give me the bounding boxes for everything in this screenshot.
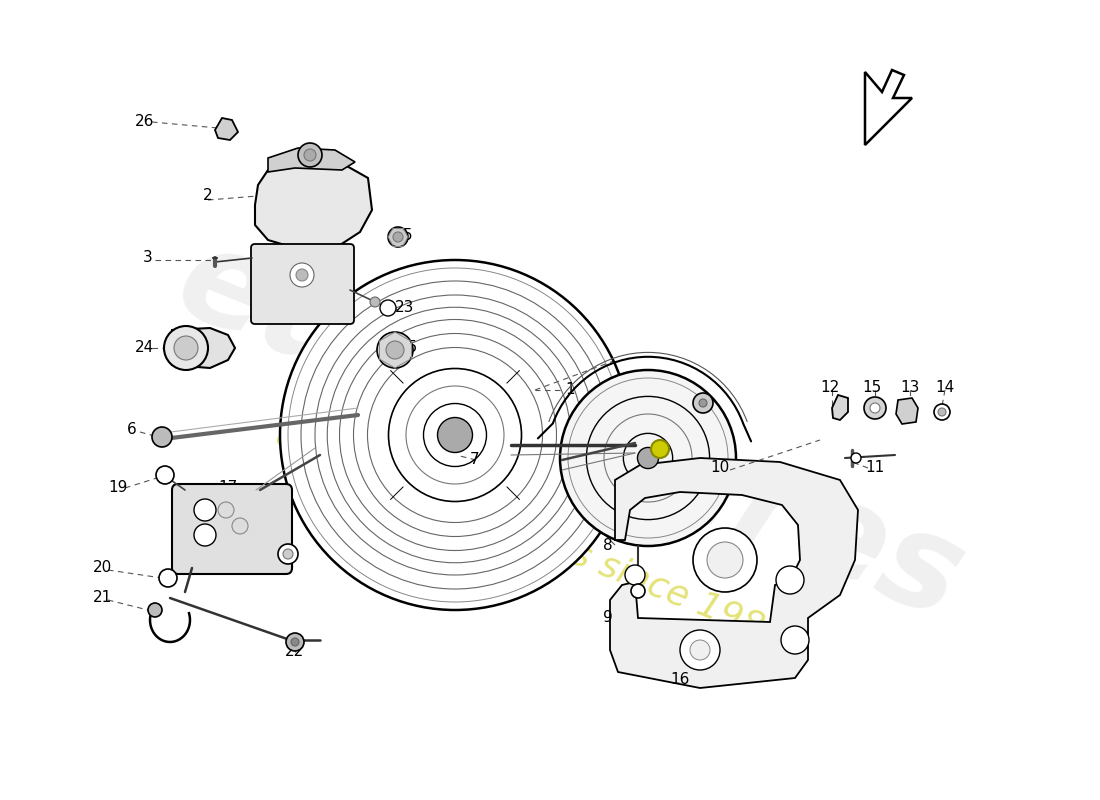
Polygon shape — [896, 398, 918, 424]
Circle shape — [292, 638, 299, 646]
Circle shape — [934, 404, 950, 420]
Text: 23: 23 — [395, 301, 415, 315]
Circle shape — [377, 332, 412, 368]
Circle shape — [194, 524, 216, 546]
Circle shape — [693, 528, 757, 592]
Circle shape — [781, 626, 808, 654]
Circle shape — [286, 633, 304, 651]
Circle shape — [631, 584, 645, 598]
Text: 19: 19 — [108, 481, 128, 495]
Circle shape — [693, 393, 713, 413]
Circle shape — [698, 399, 707, 407]
Text: 1: 1 — [565, 382, 575, 398]
Circle shape — [690, 640, 710, 660]
Circle shape — [278, 544, 298, 564]
Circle shape — [851, 453, 861, 463]
Text: 2: 2 — [204, 187, 212, 202]
Circle shape — [194, 499, 216, 521]
Circle shape — [298, 143, 322, 167]
Text: a passion for parts since 1985: a passion for parts since 1985 — [271, 417, 790, 653]
Text: 16: 16 — [670, 673, 690, 687]
Polygon shape — [214, 118, 238, 140]
Circle shape — [386, 341, 404, 359]
Text: 12: 12 — [821, 381, 839, 395]
Circle shape — [296, 269, 308, 281]
Circle shape — [218, 502, 234, 518]
Text: 8: 8 — [603, 538, 613, 553]
Text: 20: 20 — [92, 561, 111, 575]
Circle shape — [280, 260, 630, 610]
Circle shape — [152, 427, 172, 447]
Text: 21: 21 — [92, 590, 111, 606]
Circle shape — [379, 300, 396, 316]
Circle shape — [304, 149, 316, 161]
FancyBboxPatch shape — [172, 484, 292, 574]
Circle shape — [283, 549, 293, 559]
Circle shape — [560, 370, 736, 546]
Polygon shape — [172, 328, 235, 368]
Polygon shape — [832, 395, 848, 420]
Text: 24: 24 — [135, 341, 155, 355]
Text: 9: 9 — [603, 610, 613, 626]
Text: 15: 15 — [862, 381, 881, 395]
Circle shape — [232, 518, 248, 534]
Circle shape — [160, 569, 177, 587]
Text: 3: 3 — [143, 250, 153, 266]
Text: 14: 14 — [935, 381, 955, 395]
Circle shape — [707, 542, 743, 578]
Text: 7: 7 — [470, 453, 480, 467]
Text: 26: 26 — [135, 114, 155, 130]
Text: 5: 5 — [404, 227, 412, 242]
Polygon shape — [610, 458, 858, 688]
Text: 10: 10 — [711, 461, 729, 475]
Circle shape — [164, 326, 208, 370]
Circle shape — [864, 397, 886, 419]
Text: 6: 6 — [128, 422, 136, 438]
Circle shape — [393, 232, 403, 242]
Circle shape — [938, 408, 946, 416]
Circle shape — [370, 297, 379, 307]
Circle shape — [870, 403, 880, 413]
Circle shape — [148, 603, 162, 617]
Circle shape — [680, 630, 720, 670]
Circle shape — [388, 227, 408, 247]
Polygon shape — [865, 70, 912, 145]
Polygon shape — [268, 148, 355, 172]
Circle shape — [290, 263, 314, 287]
Circle shape — [651, 440, 669, 458]
Polygon shape — [255, 163, 372, 248]
Text: 17: 17 — [219, 481, 238, 495]
Circle shape — [174, 336, 198, 360]
Text: 18: 18 — [275, 558, 295, 573]
Circle shape — [776, 566, 804, 594]
Text: 25: 25 — [398, 341, 418, 355]
Text: 13: 13 — [900, 381, 920, 395]
Circle shape — [637, 447, 659, 469]
Circle shape — [156, 466, 174, 484]
Text: 22: 22 — [285, 645, 305, 659]
Circle shape — [438, 418, 473, 453]
Text: 11: 11 — [866, 461, 884, 475]
Text: eurospares: eurospares — [160, 214, 981, 646]
Circle shape — [625, 565, 645, 585]
FancyBboxPatch shape — [251, 244, 354, 324]
